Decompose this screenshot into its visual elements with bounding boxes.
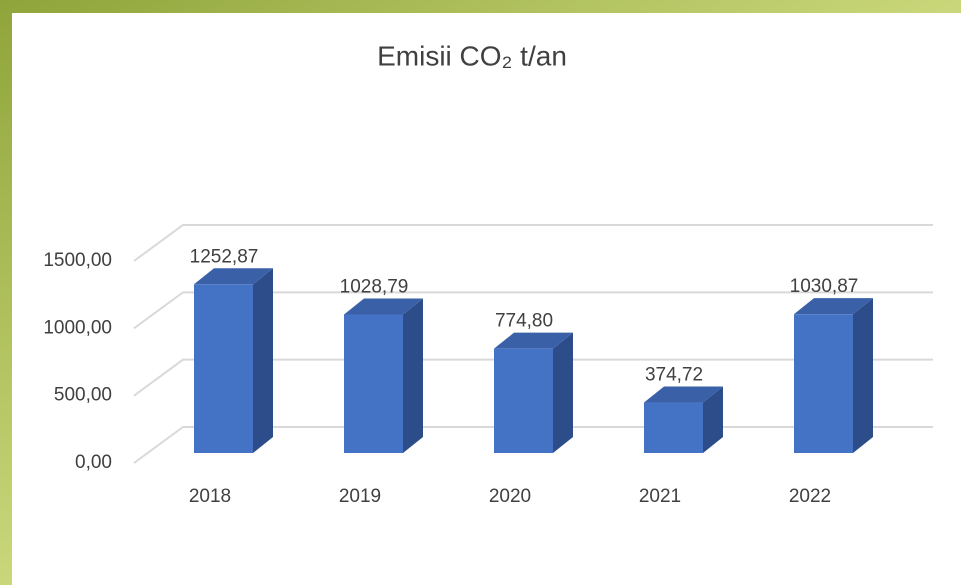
- x-tick-label: 2020: [489, 486, 531, 507]
- bar: [794, 314, 853, 453]
- bar: [344, 314, 403, 453]
- y-tick-label: 1500,00: [43, 250, 112, 271]
- y-tick-label: 500,00: [54, 385, 112, 406]
- bar-side: [403, 298, 423, 453]
- value-label: 374,72: [645, 365, 703, 386]
- chart: Emisii CO₂ t/an 0,00 500,00 1000,00 1500,00…: [0, 0, 961, 585]
- value-label: 1030,87: [790, 276, 859, 297]
- value-label: 1028,79: [340, 276, 409, 297]
- x-tick-label: 2022: [789, 486, 831, 507]
- bar-side: [853, 298, 873, 453]
- bar-side: [253, 268, 273, 453]
- x-tick-label: 2018: [189, 486, 231, 507]
- x-tick-label: 2021: [639, 486, 681, 507]
- value-label: 774,80: [495, 311, 553, 332]
- chart-title: Emisii CO₂ t/an: [377, 40, 567, 71]
- y-tick-label: 0,00: [75, 452, 112, 473]
- bar: [644, 403, 703, 453]
- bar: [494, 349, 553, 453]
- x-tick-label: 2019: [339, 486, 381, 507]
- bar: [194, 284, 253, 453]
- bar-side: [553, 333, 573, 453]
- y-tick-label: 1000,00: [43, 317, 112, 338]
- value-label: 1252,87: [190, 246, 259, 267]
